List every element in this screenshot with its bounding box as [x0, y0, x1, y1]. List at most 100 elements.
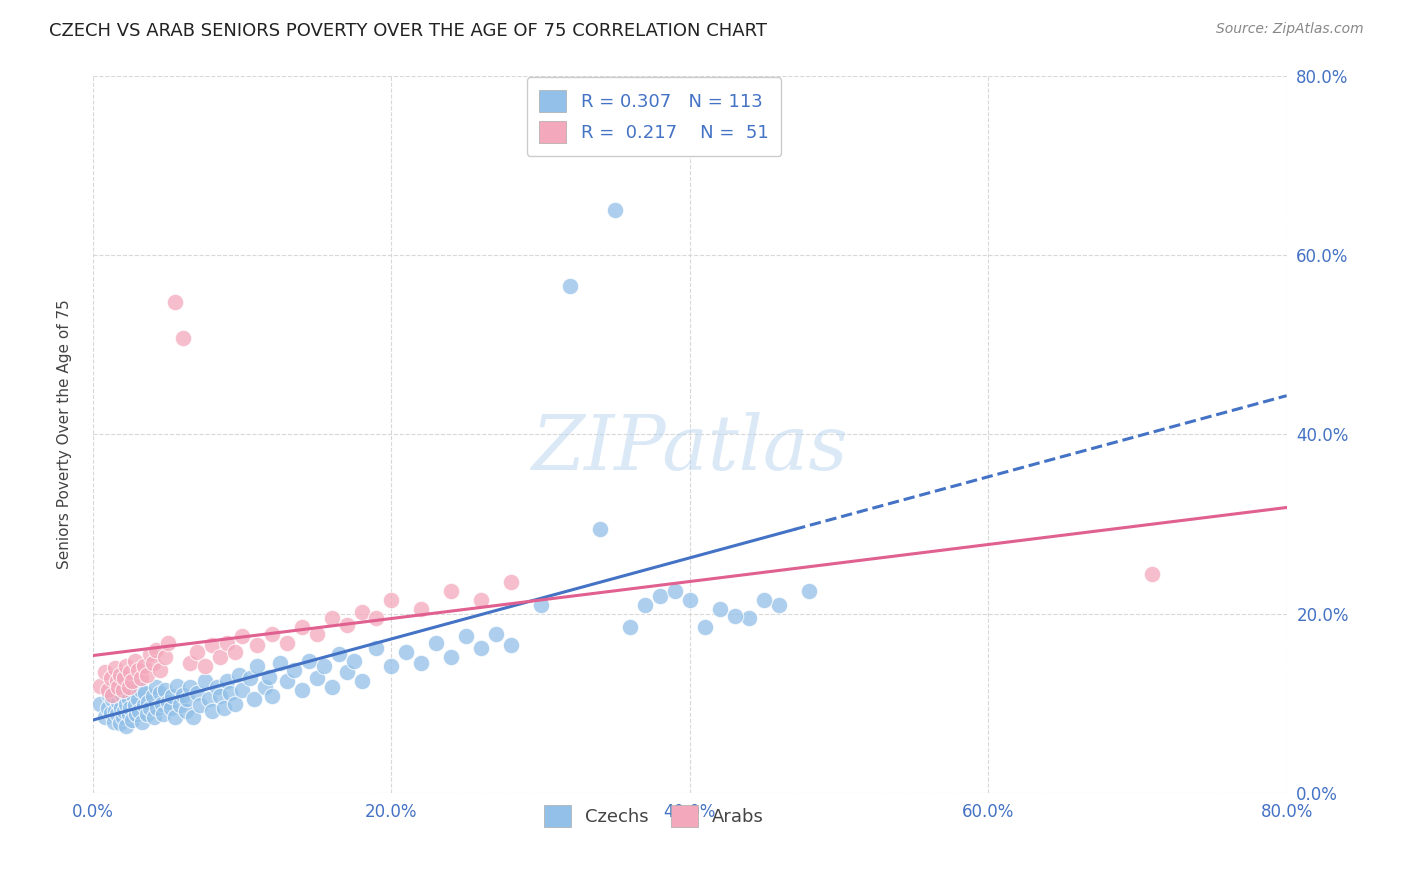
- Point: [560, 279, 582, 293]
- Point: [100, 706, 122, 720]
- Point: [190, 698, 212, 713]
- Point: [110, 701, 132, 715]
- Point: [149, 663, 172, 677]
- Point: [305, 626, 328, 640]
- Point: [321, 611, 343, 625]
- Point: [269, 657, 291, 671]
- Point: [186, 644, 208, 658]
- Point: [217, 635, 239, 649]
- Point: [723, 608, 745, 623]
- Y-axis label: Seniors Poverty Over the Age of 75: Seniors Poverty Over the Age of 75: [58, 300, 72, 569]
- Point: [276, 674, 298, 689]
- Point: [172, 330, 194, 344]
- Point: [485, 626, 508, 640]
- Text: ZIPatlas: ZIPatlas: [531, 412, 848, 486]
- Point: [380, 659, 402, 673]
- Point: [530, 598, 553, 612]
- Point: [336, 665, 359, 680]
- Point: [246, 638, 269, 652]
- Point: [124, 654, 146, 668]
- Point: [142, 690, 165, 704]
- Text: CZECH VS ARAB SENIORS POVERTY OVER THE AGE OF 75 CORRELATION CHART: CZECH VS ARAB SENIORS POVERTY OVER THE A…: [49, 22, 768, 40]
- Point: [107, 695, 129, 709]
- Point: [135, 668, 157, 682]
- Point: [149, 686, 172, 700]
- Point: [246, 659, 269, 673]
- Point: [440, 584, 463, 599]
- Point: [120, 701, 142, 715]
- Point: [291, 620, 314, 634]
- Point: [208, 690, 231, 704]
- Point: [440, 650, 463, 665]
- Point: [111, 690, 134, 704]
- Point: [328, 647, 350, 661]
- Point: [709, 602, 731, 616]
- Point: [98, 688, 121, 702]
- Point: [94, 665, 117, 680]
- Point: [89, 679, 111, 693]
- Point: [1142, 566, 1164, 581]
- Point: [179, 681, 201, 695]
- Point: [174, 704, 197, 718]
- Point: [105, 674, 128, 689]
- Point: [156, 695, 179, 709]
- Point: [124, 698, 146, 713]
- Point: [94, 710, 117, 724]
- Point: [321, 681, 343, 695]
- Point: [89, 697, 111, 711]
- Point: [176, 692, 198, 706]
- Point: [127, 663, 149, 677]
- Point: [129, 672, 152, 686]
- Text: Source: ZipAtlas.com: Source: ZipAtlas.com: [1216, 22, 1364, 37]
- Point: [231, 629, 253, 643]
- Point: [239, 672, 262, 686]
- Point: [160, 690, 183, 704]
- Point: [101, 688, 124, 702]
- Point: [132, 659, 155, 673]
- Point: [411, 602, 433, 616]
- Legend: Czechs, Arabs: Czechs, Arabs: [537, 798, 772, 835]
- Point: [138, 647, 160, 661]
- Point: [135, 707, 157, 722]
- Point: [114, 719, 136, 733]
- Point: [679, 593, 702, 607]
- Point: [314, 659, 336, 673]
- Point: [425, 635, 447, 649]
- Point: [118, 707, 141, 722]
- Point: [104, 704, 127, 718]
- Point: [260, 690, 283, 704]
- Point: [150, 697, 173, 711]
- Point: [395, 644, 418, 658]
- Point: [127, 692, 149, 706]
- Point: [754, 593, 776, 607]
- Point: [118, 681, 141, 695]
- Point: [253, 681, 276, 695]
- Point: [499, 638, 522, 652]
- Point: [693, 620, 716, 634]
- Point: [132, 698, 155, 713]
- Point: [143, 710, 166, 724]
- Point: [101, 692, 124, 706]
- Point: [366, 640, 388, 655]
- Point: [499, 575, 522, 590]
- Point: [97, 683, 120, 698]
- Point: [799, 584, 821, 599]
- Point: [165, 710, 187, 724]
- Point: [231, 683, 253, 698]
- Point: [366, 611, 388, 625]
- Point: [411, 657, 433, 671]
- Point: [145, 642, 167, 657]
- Point: [134, 686, 156, 700]
- Point: [201, 704, 224, 718]
- Point: [201, 638, 224, 652]
- Point: [194, 674, 217, 689]
- Point: [100, 672, 122, 686]
- Point: [108, 686, 131, 700]
- Point: [166, 679, 188, 693]
- Point: [111, 683, 134, 698]
- Point: [219, 686, 242, 700]
- Point: [260, 626, 283, 640]
- Point: [208, 650, 231, 665]
- Point: [283, 663, 305, 677]
- Point: [111, 710, 134, 724]
